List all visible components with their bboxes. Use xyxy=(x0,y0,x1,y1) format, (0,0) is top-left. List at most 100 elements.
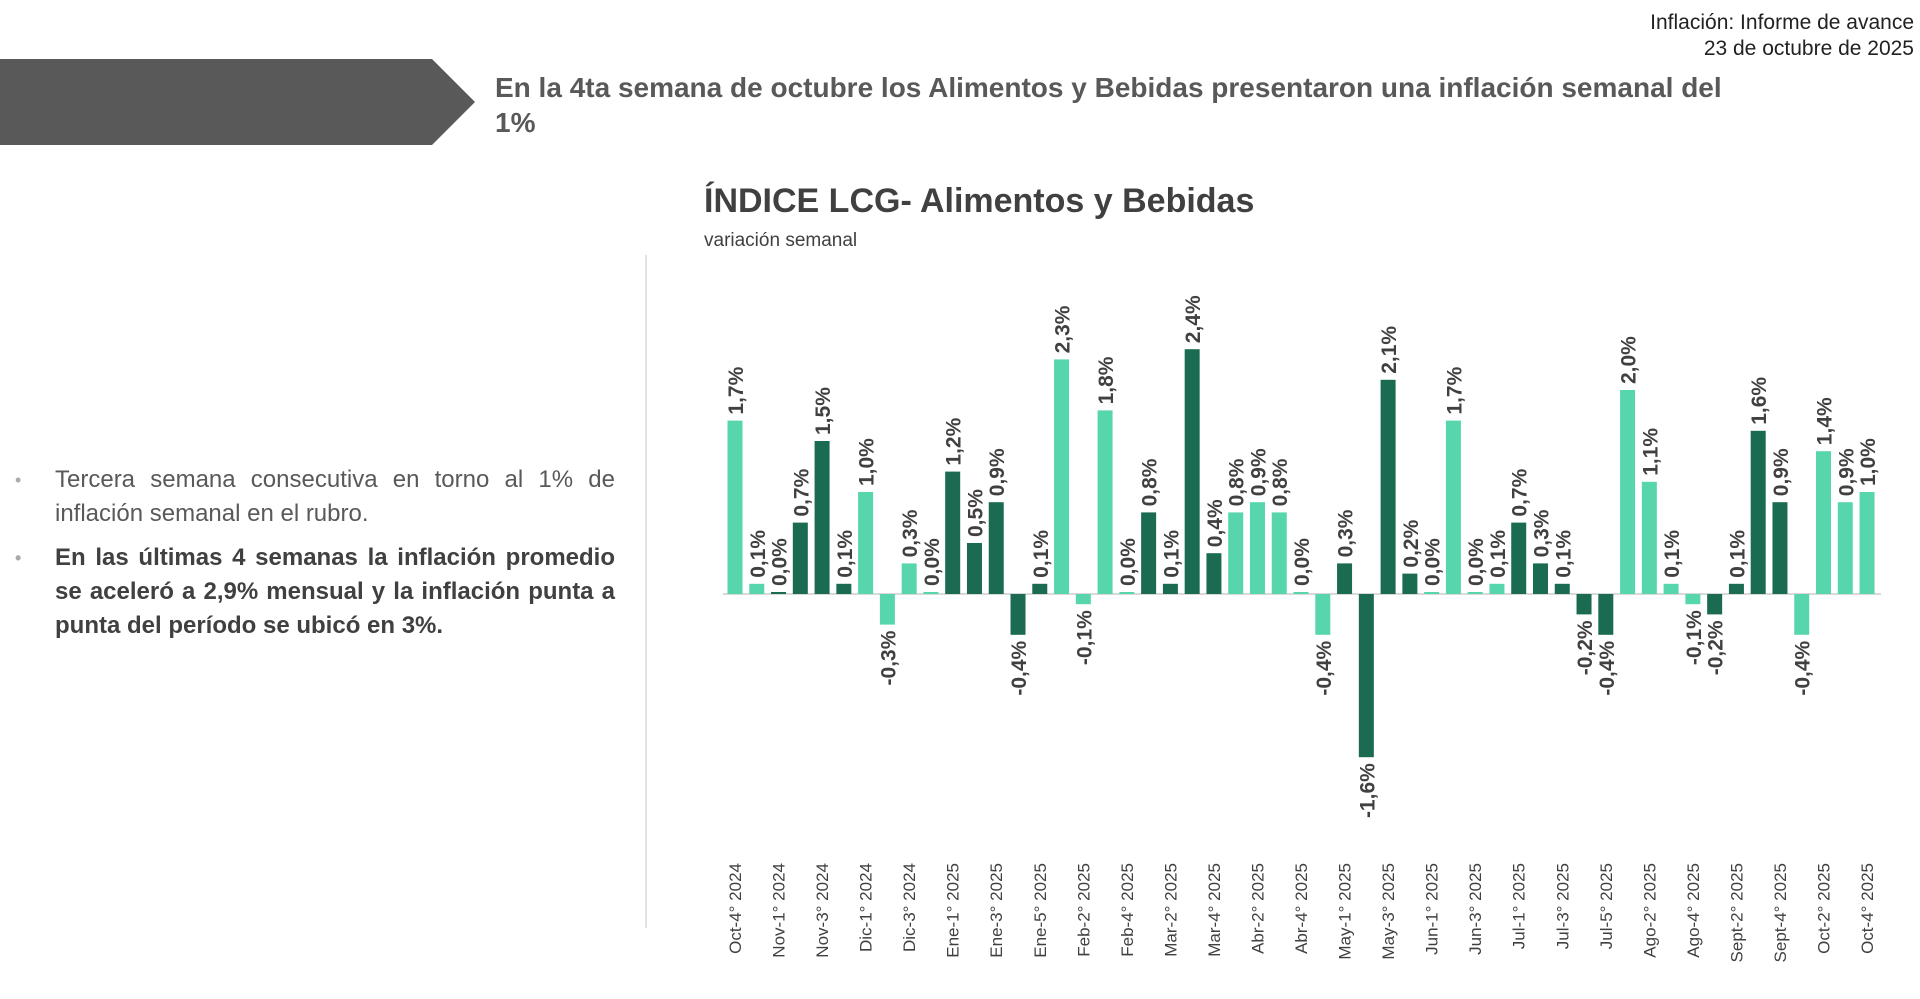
report-date: 23 de octubre de 2025 xyxy=(1703,37,1914,60)
bullet-text: Tercera semana consecutiva en torno al 1… xyxy=(55,466,615,527)
bar xyxy=(1162,583,1178,594)
bar xyxy=(988,502,1004,594)
bar xyxy=(1054,359,1070,594)
bar xyxy=(1424,592,1440,594)
vertical-divider xyxy=(645,255,647,928)
report-header: Inflación: Informe de avance 23 de octub… xyxy=(1650,10,1914,62)
bar xyxy=(1794,594,1810,635)
data-label: 1,5% xyxy=(812,387,835,435)
data-label: 1,7% xyxy=(1443,366,1466,414)
bar xyxy=(1097,410,1113,594)
bar xyxy=(1728,583,1744,594)
x-tick-label: Mar-4° 2025 xyxy=(1205,863,1224,957)
bar xyxy=(879,594,895,625)
x-tick-label: Ene-5° 2025 xyxy=(1031,863,1050,958)
data-label: 0,4% xyxy=(1204,499,1227,547)
bar xyxy=(1010,594,1026,635)
data-label: 2,4% xyxy=(1182,295,1205,343)
bar xyxy=(1532,563,1548,594)
x-tick-label: Ago-4° 2025 xyxy=(1684,863,1703,958)
x-tick-label: Jun-3° 2025 xyxy=(1466,863,1485,955)
banner-arrow-shape xyxy=(0,59,475,145)
data-label: 0,0% xyxy=(1465,538,1488,586)
bar xyxy=(923,592,939,594)
bar xyxy=(1249,502,1265,594)
x-tick-label: Feb-2° 2025 xyxy=(1074,863,1093,957)
bullet-item: • En las últimas 4 semanas la inflación p… xyxy=(15,541,615,643)
bar xyxy=(1184,349,1200,594)
data-label: 1,1% xyxy=(1639,428,1662,476)
data-label: 1,8% xyxy=(1095,356,1118,404)
x-tick-label: Oct-4° 2024 xyxy=(726,863,745,954)
x-tick-label: Jul-1° 2025 xyxy=(1510,863,1529,949)
x-tick-label: Oct-4° 2025 xyxy=(1858,863,1877,954)
data-label: 0,1% xyxy=(834,530,857,578)
bar xyxy=(1445,420,1461,594)
data-label: 0,3% xyxy=(899,509,922,557)
bar xyxy=(1119,592,1135,594)
x-tick-label: Sept-4° 2025 xyxy=(1771,863,1790,962)
bar xyxy=(1337,563,1353,594)
data-label: 0,9% xyxy=(1835,448,1858,496)
bar xyxy=(1641,481,1657,594)
bar xyxy=(1489,583,1505,594)
x-tick-label: Nov-3° 2024 xyxy=(813,863,832,958)
bullet-dot-icon: • xyxy=(15,470,22,490)
data-label: 2,3% xyxy=(1052,305,1075,353)
x-tick-label: May-1° 2025 xyxy=(1336,863,1355,960)
x-tick-label: Oct-2° 2025 xyxy=(1815,863,1834,954)
bar xyxy=(1402,573,1418,594)
x-tick-label: Sept-2° 2025 xyxy=(1727,863,1746,962)
data-label: 0,8% xyxy=(1269,458,1292,506)
data-label: 0,1% xyxy=(1487,530,1510,578)
data-label: 0,1% xyxy=(1030,530,1053,578)
bar xyxy=(1750,430,1766,594)
data-label: -0,4% xyxy=(1792,640,1815,695)
x-tick-label: Mar-2° 2025 xyxy=(1161,863,1180,957)
bar xyxy=(1141,512,1157,594)
x-tick-label: Ene-3° 2025 xyxy=(987,863,1006,958)
bar xyxy=(1380,379,1396,594)
bar xyxy=(1206,553,1222,594)
bar xyxy=(792,522,808,594)
data-label: 1,0% xyxy=(856,438,879,486)
data-label: 0,1% xyxy=(747,530,770,578)
data-label: 1,4% xyxy=(1814,397,1837,445)
bar xyxy=(1271,512,1287,594)
data-label: 0,1% xyxy=(1661,530,1684,578)
bar xyxy=(1467,592,1483,594)
bar xyxy=(1837,502,1853,594)
data-label: -0,1% xyxy=(1073,610,1096,665)
x-tick-label: Feb-4° 2025 xyxy=(1118,863,1137,957)
bar xyxy=(858,492,874,594)
data-label: 2,1% xyxy=(1378,326,1401,374)
data-label: 1,0% xyxy=(1857,438,1880,486)
bar xyxy=(771,592,787,594)
data-label: 1,7% xyxy=(725,366,748,414)
data-label: 0,9% xyxy=(1247,448,1270,496)
bar xyxy=(901,563,917,594)
data-label: 0,1% xyxy=(1726,530,1749,578)
data-label: 0,0% xyxy=(1291,538,1314,586)
bar xyxy=(1772,502,1788,594)
bullet-dot-icon: • xyxy=(15,548,22,568)
bar xyxy=(1032,583,1048,594)
chart-title: ÍNDICE LCG- Alimentos y Bebidas xyxy=(704,182,1255,220)
bar xyxy=(945,471,961,594)
bar xyxy=(1707,594,1723,615)
data-label: 0,0% xyxy=(1117,538,1140,586)
data-label: 2,0% xyxy=(1618,336,1641,384)
bar xyxy=(1511,522,1527,594)
x-tick-label: Dic-3° 2024 xyxy=(900,863,919,952)
bar xyxy=(1685,594,1701,605)
x-tick-label: Dic-1° 2024 xyxy=(857,863,876,952)
x-tick-label: Jul-3° 2025 xyxy=(1553,863,1572,949)
data-label: 0,8% xyxy=(1139,458,1162,506)
data-label: 0,2% xyxy=(1400,519,1423,567)
data-label: 0,1% xyxy=(1552,530,1575,578)
x-tick-label: Abr-4° 2025 xyxy=(1292,863,1311,954)
data-label: 0,9% xyxy=(986,448,1009,496)
x-tick-label: Ene-1° 2025 xyxy=(944,863,963,958)
data-label: 0,0% xyxy=(1422,538,1445,586)
bullet-item: • Tercera semana consecutiva en torno al … xyxy=(15,463,615,531)
